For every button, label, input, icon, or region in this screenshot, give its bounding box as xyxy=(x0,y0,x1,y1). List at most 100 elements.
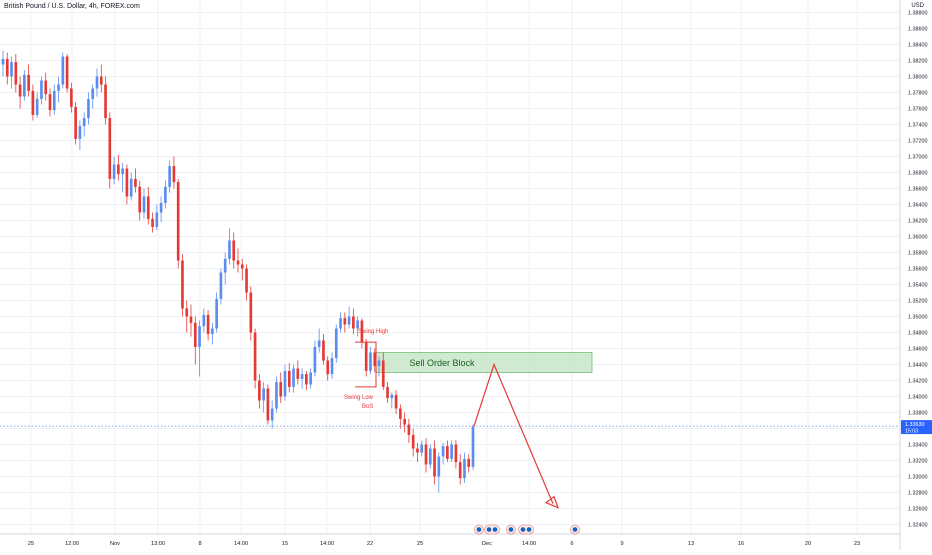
candle-body xyxy=(287,370,291,387)
candle-body xyxy=(23,74,26,97)
candle-body xyxy=(437,456,441,477)
sell-order-block-label: Sell Order Block xyxy=(409,358,475,368)
candle-body xyxy=(146,196,150,219)
candle-body xyxy=(258,380,261,401)
candle-body xyxy=(394,394,398,409)
y-tick-label: 1.35000 xyxy=(908,315,928,321)
candle-body xyxy=(424,444,428,465)
candle-body xyxy=(296,368,300,379)
candle-body xyxy=(428,448,432,465)
candle-body xyxy=(74,106,77,139)
candle-body xyxy=(189,316,193,323)
economic-event-icon[interactable] xyxy=(506,524,516,535)
flag-icon xyxy=(486,526,492,533)
candle-body xyxy=(441,446,445,457)
economic-event-icon[interactable] xyxy=(570,524,580,535)
candle-body xyxy=(129,178,133,197)
candle-body xyxy=(155,212,159,227)
candle-body xyxy=(48,94,52,111)
x-tick-label: 14:00 xyxy=(320,541,334,547)
flag-icon xyxy=(508,526,514,533)
candle-body xyxy=(223,258,227,273)
y-tick-label: 1.32600 xyxy=(908,507,928,513)
candle-body xyxy=(300,374,304,379)
economic-event-icon[interactable] xyxy=(474,524,484,535)
candle-body xyxy=(245,268,248,293)
candle-body xyxy=(57,84,60,91)
candle-body xyxy=(420,444,424,453)
candle-body xyxy=(352,316,355,329)
y-tick-label: 1.37200 xyxy=(908,139,928,145)
y-tick-label: 1.36800 xyxy=(908,171,928,177)
candle-body xyxy=(446,446,449,459)
candle-body xyxy=(334,328,338,359)
candle-body xyxy=(159,202,163,213)
y-tick-label: 1.35800 xyxy=(908,251,928,257)
y-tick-label: 1.34200 xyxy=(908,379,928,385)
economic-event-icon[interactable] xyxy=(484,524,500,535)
candle-body xyxy=(193,322,197,347)
x-tick-label: 15 xyxy=(282,541,288,547)
x-tick-label: 25 xyxy=(28,541,34,547)
candle-body xyxy=(322,340,325,361)
candle-body xyxy=(5,58,9,77)
candle-body xyxy=(108,118,112,179)
candle-body xyxy=(339,318,342,329)
candle-body xyxy=(467,458,471,467)
candle-body xyxy=(364,342,368,371)
candle-body xyxy=(215,298,218,329)
bos-label: BoS xyxy=(362,404,373,410)
candle-body xyxy=(211,328,214,335)
candle-body xyxy=(266,388,270,421)
swing-high-label: Swing High xyxy=(358,329,388,335)
y-tick-label: 1.36400 xyxy=(908,203,928,209)
candle-body xyxy=(369,352,372,371)
candle-body xyxy=(87,98,90,119)
candle-body xyxy=(292,368,295,387)
y-tick-label: 1.38200 xyxy=(908,59,928,65)
y-tick-label: 1.33800 xyxy=(908,411,928,417)
x-tick-label: 14:00 xyxy=(234,541,248,547)
candle-body xyxy=(112,164,116,179)
x-tick-label: 14:00 xyxy=(522,541,536,547)
candle-body xyxy=(125,168,129,197)
candle-body xyxy=(91,88,95,99)
x-tick-label: 20 xyxy=(805,541,811,547)
candle-body xyxy=(373,352,377,367)
candle-body xyxy=(61,56,65,85)
y-tick-label: 1.37400 xyxy=(908,123,928,129)
currency-label: USD xyxy=(911,3,924,9)
candle-body xyxy=(458,462,462,479)
candle-body xyxy=(403,418,406,425)
x-tick-label: 13 xyxy=(688,541,694,547)
swing-low-label: Swing Low xyxy=(344,395,374,401)
projection-arrowhead xyxy=(544,495,560,509)
candle-body xyxy=(185,308,189,317)
candle-body xyxy=(399,408,402,419)
candle-body xyxy=(14,62,18,85)
candle-body xyxy=(356,320,359,329)
candle-body xyxy=(386,386,389,399)
x-tick-label: 6 xyxy=(570,541,573,547)
y-tick-label: 1.33000 xyxy=(908,475,928,481)
current-price-countdown: 15:03 xyxy=(905,428,918,434)
x-axis-ticks: 25 12:00 Nov 13:00 8 14:00 15 14:00 22 25 Dec 14:00… xyxy=(28,541,860,547)
candle-body xyxy=(317,340,321,347)
candle-body xyxy=(134,178,137,187)
candle-body xyxy=(411,434,415,449)
candle-body xyxy=(104,84,107,119)
y-tick-label: 1.35200 xyxy=(908,299,928,305)
candle-body xyxy=(450,444,453,459)
candle-body xyxy=(347,316,351,325)
grid-layer xyxy=(0,0,900,534)
candle-body xyxy=(95,76,99,89)
annotation-layer: Swing High Swing Low BoS xyxy=(344,329,560,509)
y-axis-ticks: 1.38800 1.38600 1.38400 1.38200 1.38000 1.378… xyxy=(908,11,928,529)
candle-body xyxy=(151,218,154,227)
economic-event-icon[interactable] xyxy=(518,524,534,535)
candle-body xyxy=(31,90,35,115)
candle-body xyxy=(1,58,5,65)
candle-body xyxy=(360,320,364,343)
economic-event-icons[interactable] xyxy=(474,524,580,535)
